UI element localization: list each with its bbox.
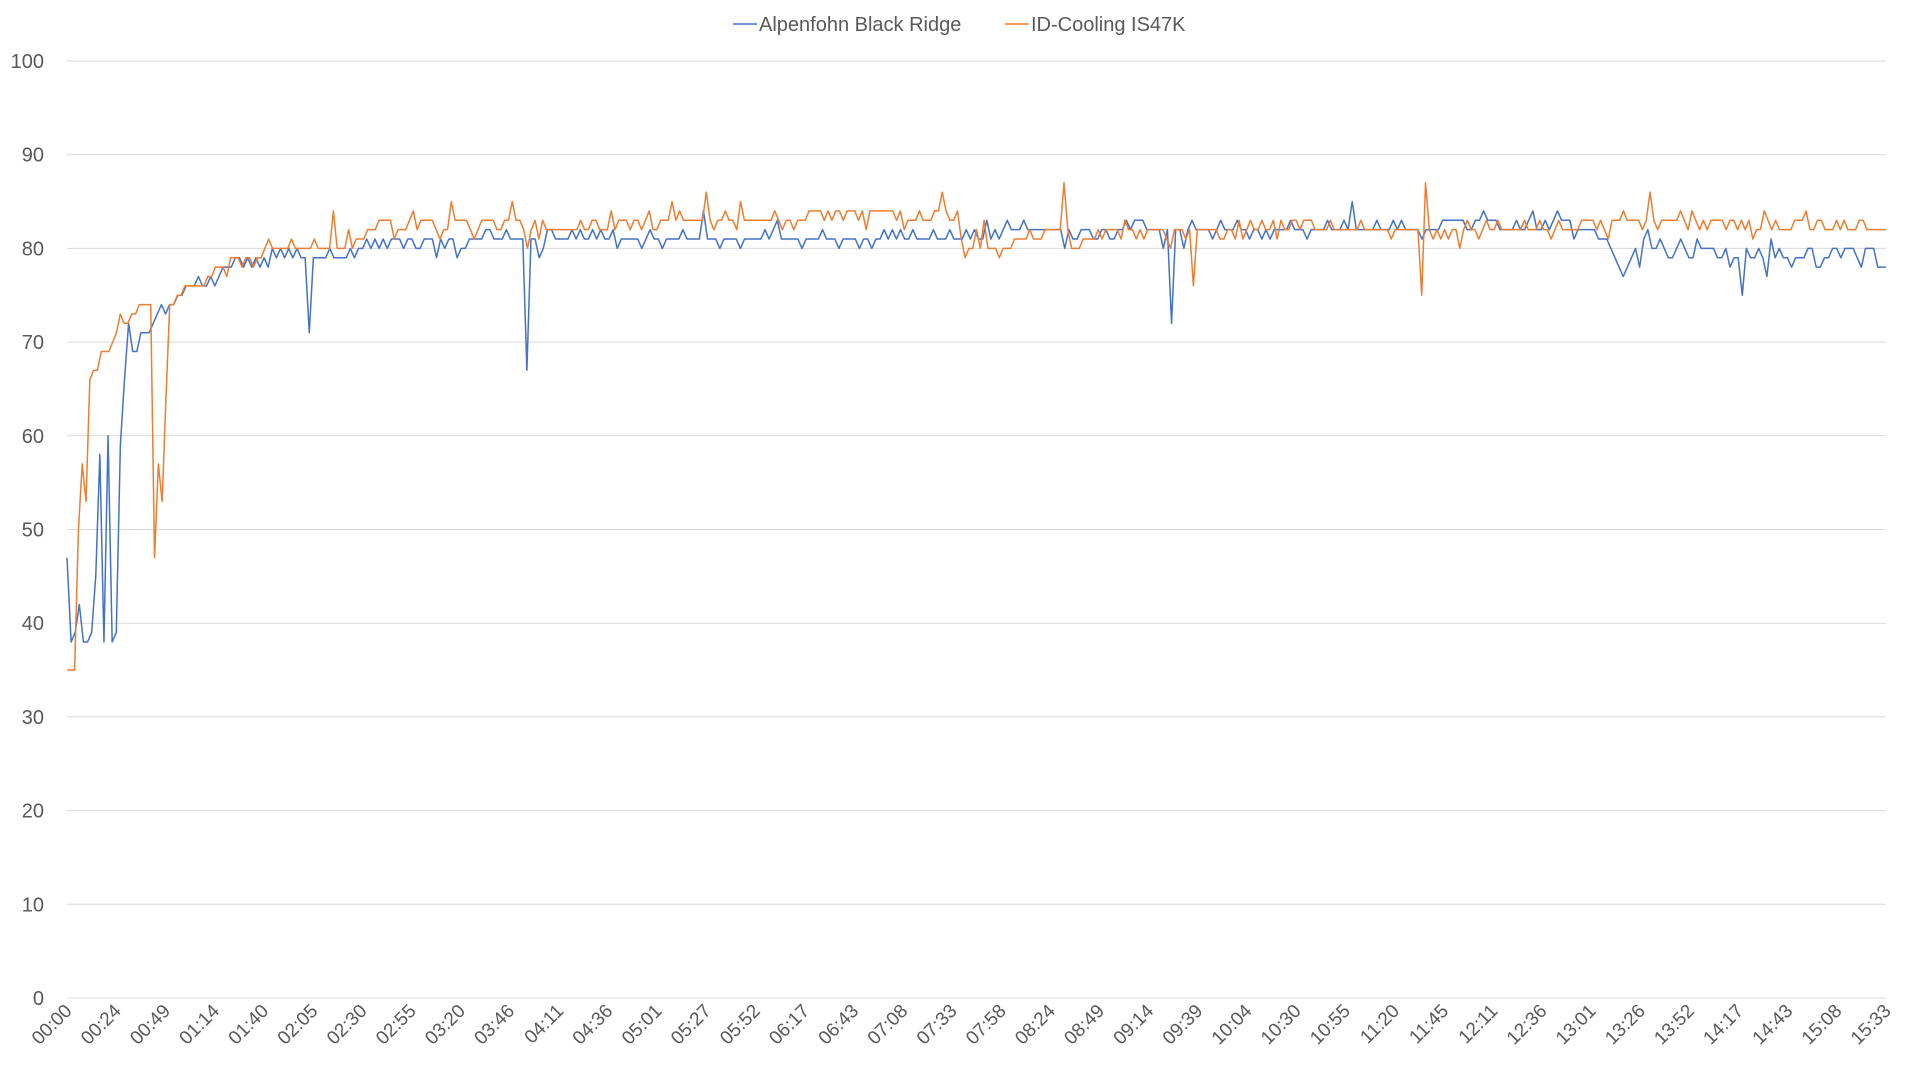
y-tick-label: 90 [22, 145, 44, 167]
x-tick-label: 14:17 [1700, 1001, 1748, 1049]
y-tick-label: 70 [22, 332, 44, 354]
chart-legend: Alpenfohn Black Ridge ID-Cooling IS47K [733, 14, 1186, 36]
x-tick-label: 08:24 [1011, 1000, 1060, 1049]
x-tick-label: 02:30 [323, 1001, 371, 1049]
gridlines [67, 60, 1886, 999]
series-lines [66, 182, 1886, 671]
x-tick-label: 03:20 [421, 1001, 469, 1049]
y-tick-label: 60 [22, 426, 44, 448]
x-tick-label: 09:39 [1159, 1001, 1207, 1049]
x-tick-label: 15:08 [1798, 1001, 1846, 1049]
series-line-1 [66, 200, 1886, 643]
x-tick-label: 04:36 [569, 1001, 617, 1049]
x-tick-label: 02:05 [274, 1001, 322, 1049]
x-tick-label: 12:36 [1503, 1001, 1551, 1049]
x-axis-tick-labels: 00:00 00:24 00:49 01:14 01:40 02:05 02:30 02:55… [28, 1000, 1895, 1049]
x-tick-label: 08:49 [1060, 1001, 1108, 1049]
x-tick-label: 04:11 [521, 1001, 568, 1048]
x-tick-label: 02:55 [372, 1001, 420, 1049]
y-tick-label: 0 [33, 988, 44, 1010]
x-tick-label: 01:14 [176, 1000, 225, 1049]
series-line-2 [67, 182, 1886, 671]
x-tick-label: 06:43 [815, 1001, 863, 1049]
y-tick-label: 20 [22, 801, 44, 823]
y-tick-label: 80 [22, 238, 44, 260]
x-tick-label: 13:52 [1650, 1001, 1698, 1049]
x-tick-label: 07:33 [913, 1001, 961, 1049]
y-tick-label: 30 [22, 707, 44, 729]
x-tick-label: 03:46 [471, 1001, 519, 1049]
y-tick-label: 50 [22, 520, 44, 542]
x-tick-label: 13:01 [1552, 1001, 1600, 1049]
x-tick-label: 00:24 [77, 1000, 126, 1049]
y-tick-label: 40 [22, 613, 44, 635]
x-tick-label: 10:04 [1208, 1000, 1257, 1049]
legend-label-series-2: ID-Cooling IS47K [1031, 14, 1186, 36]
x-tick-label: 13:26 [1601, 1001, 1649, 1049]
x-tick-label: 11:45 [1406, 1001, 1453, 1048]
x-tick-label: 07:08 [864, 1001, 912, 1049]
x-tick-label: 09:14 [1110, 1000, 1159, 1049]
legend-item-series-2: ID-Cooling IS47K [1005, 14, 1186, 36]
x-tick-label: 05:01 [618, 1001, 666, 1049]
x-tick-label: 07:58 [962, 1001, 1010, 1049]
x-tick-label: 14:43 [1749, 1001, 1797, 1049]
y-tick-label: 10 [22, 894, 44, 916]
x-tick-label: 01:40 [225, 1001, 273, 1049]
x-tick-label: 12:11 [1455, 1001, 1502, 1048]
x-tick-label: 10:55 [1306, 1001, 1354, 1049]
x-tick-label: 10:30 [1257, 1001, 1305, 1049]
x-tick-label: 06:17 [765, 1001, 813, 1049]
legend-label-series-1: Alpenfohn Black Ridge [759, 14, 961, 36]
x-tick-label: 05:27 [667, 1001, 715, 1049]
x-tick-label: 15:33 [1847, 1001, 1895, 1049]
x-tick-label: 00:49 [126, 1001, 174, 1049]
x-tick-label: 11:20 [1356, 1001, 1403, 1048]
y-tick-label: 100 [11, 51, 44, 73]
legend-item-series-1: Alpenfohn Black Ridge [733, 14, 961, 36]
x-tick-label: 05:52 [716, 1001, 764, 1049]
y-axis-tick-labels: 0 10 20 30 40 50 60 70 80 90 100 [11, 51, 44, 1010]
